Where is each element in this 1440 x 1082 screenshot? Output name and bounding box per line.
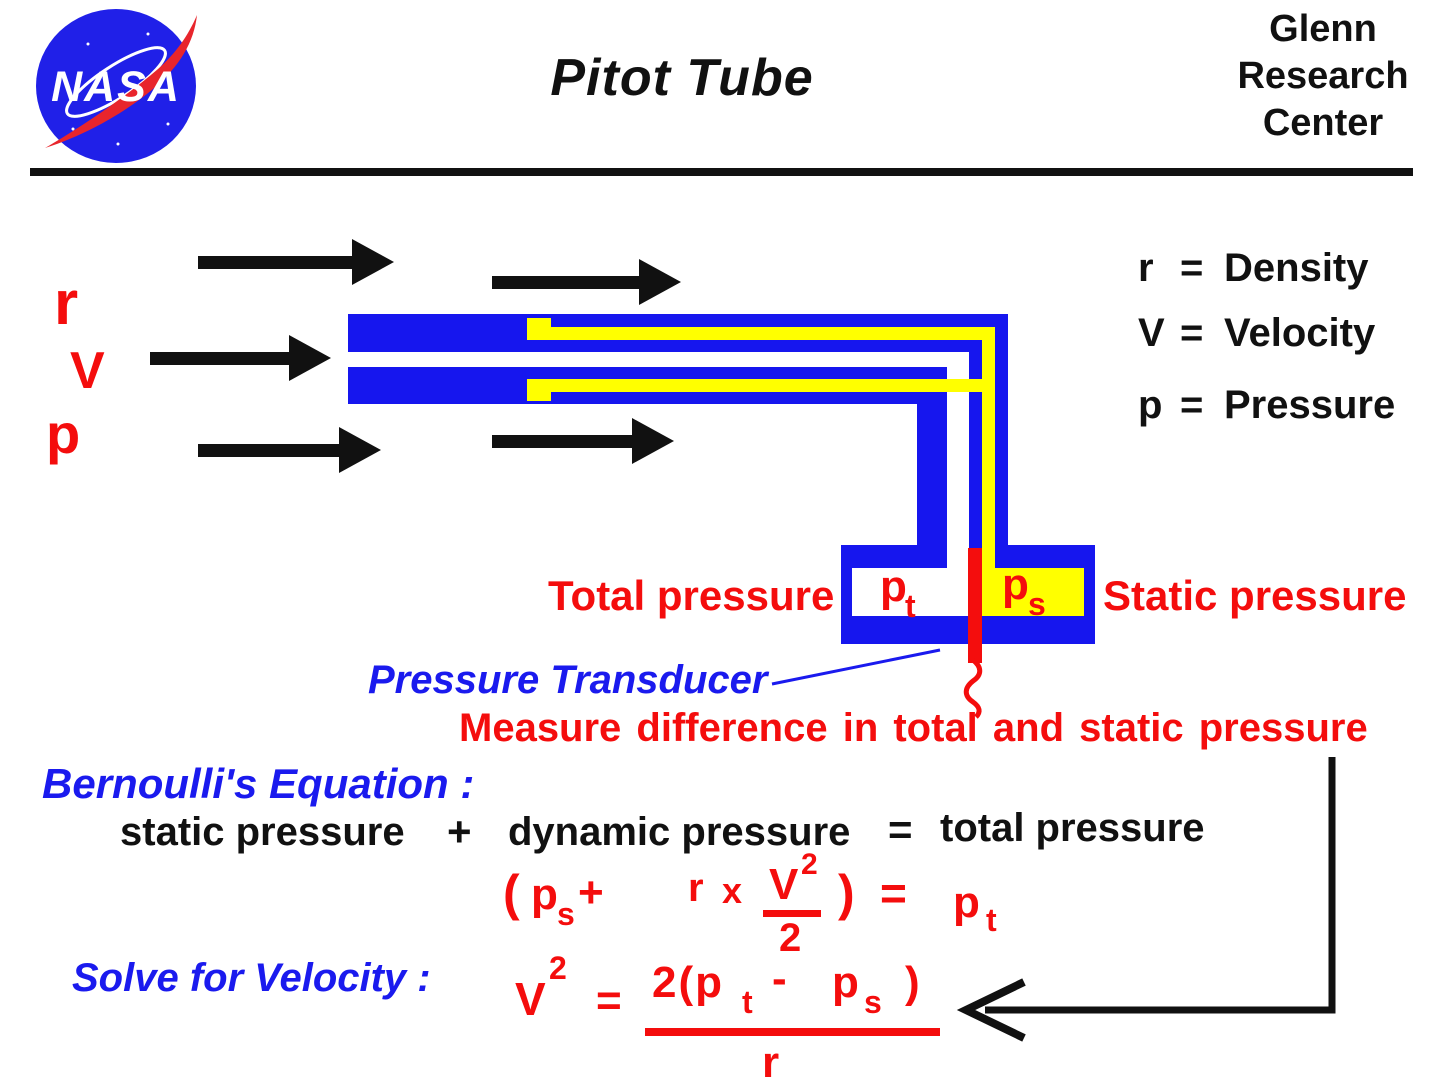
total-pressure-channel: [947, 545, 969, 568]
flow-arrow: [492, 418, 674, 464]
legend-name: Density: [1224, 246, 1369, 290]
ps-label: p: [1002, 560, 1029, 609]
arrow-head-icon: [289, 335, 331, 381]
static-line-column: [982, 327, 995, 568]
eq-ps-sub: s: [557, 896, 575, 932]
flow-arrow: [198, 239, 394, 285]
eq-lparen: (: [503, 865, 520, 921]
legend-name: Pressure: [1224, 383, 1396, 427]
word-eq-total: total pressure: [940, 806, 1205, 850]
nasa-logo: NASA: [36, 9, 197, 163]
eq-times: x: [722, 870, 743, 911]
arrow-head-icon: [639, 259, 681, 305]
pt-label-sub: t: [905, 588, 916, 624]
eq-plus: +: [578, 868, 604, 917]
eq-ps-base: p: [531, 870, 558, 919]
equals-sign: =: [1180, 383, 1204, 427]
flow-arrow: [198, 427, 381, 473]
solve-minus: -: [772, 954, 787, 1003]
flow-symbol-density: r: [54, 269, 79, 338]
legend-item-velocity: V = Velocity: [1138, 311, 1375, 356]
transducer-pointer-line: [771, 648, 941, 686]
solve-v-sup: 2: [549, 950, 567, 986]
eq-v: V: [769, 860, 799, 909]
tube-inner-column: [969, 352, 982, 548]
legend-item-pressure: p = Pressure: [1138, 383, 1395, 428]
arrow-head-icon: [632, 418, 674, 464]
arrow-head-icon: [339, 427, 381, 473]
legend-symbol: p: [1138, 383, 1163, 427]
tube-outer-column: [995, 314, 1008, 570]
legend-name: Velocity: [1224, 311, 1376, 355]
total-pressure-label: Total pressure: [548, 572, 835, 619]
word-eq-dynamic: dynamic pressure: [508, 810, 851, 854]
solve-num-sub-s: s: [864, 984, 882, 1020]
equals-sign: =: [1180, 311, 1204, 355]
nasa-logo-orbit-icon: [65, 46, 167, 118]
flow-symbol-velocity: V: [70, 342, 105, 400]
static-pressure-chamber: [982, 568, 1084, 616]
measure-note: Measure difference in total and static p…: [459, 706, 1368, 750]
header-divider: [30, 168, 1413, 176]
eq-equals: =: [880, 867, 907, 919]
solve-heading: Solve for Velocity :: [72, 956, 431, 1000]
tube-left-column: [917, 404, 947, 570]
org-line-2: Research: [1237, 55, 1409, 97]
word-eq-static: static pressure: [120, 810, 405, 854]
org-name: Glenn Research Center: [1203, 6, 1440, 147]
total-pressure-chamber: [852, 568, 968, 616]
org-line-1: Glenn: [1269, 8, 1377, 50]
equals-sign: =: [1180, 246, 1204, 290]
eq-pt-sub: t: [986, 902, 997, 938]
eq-fraction-bar: [763, 910, 821, 917]
word-eq-equals: =: [888, 806, 913, 853]
eq-pt-base: p: [953, 878, 980, 927]
ps-label-sub: s: [1028, 586, 1046, 622]
solve-denominator-r: r: [762, 1038, 780, 1082]
pressure-transducer-bar: [968, 548, 982, 663]
pressure-transducer-label: Pressure Transducer: [368, 658, 768, 702]
word-eq-plus: +: [447, 808, 472, 855]
legend-symbol: V: [1138, 311, 1165, 355]
feedback-line: [985, 757, 1336, 1014]
eq-denominator-2: 2: [779, 916, 802, 960]
org-line-3: Center: [1262, 102, 1384, 144]
eq-rho: r: [688, 866, 704, 910]
solve-num-p2: p: [832, 958, 859, 1007]
flow-arrow: [150, 335, 331, 381]
solve-fraction-bar: [645, 1028, 940, 1036]
flow-arrow: [492, 259, 681, 305]
page-title: Pitot Tube: [550, 49, 814, 107]
pt-label: p: [880, 562, 907, 611]
flow-symbol-pressure: p: [46, 402, 81, 465]
feedback-arrowhead-icon: [956, 978, 1026, 1042]
static-line-lower: [527, 379, 995, 392]
solve-equals: =: [596, 976, 622, 1025]
solve-num-sub-t: t: [742, 984, 753, 1020]
eq-rparen: ): [838, 865, 855, 921]
legend-item-density: r = Density: [1138, 246, 1369, 291]
arrow-head-icon: [352, 239, 394, 285]
solve-num-close: ): [905, 958, 920, 1007]
eq-v-sup: 2: [801, 848, 818, 881]
static-pressure-label: Static pressure: [1103, 572, 1407, 619]
nasa-logo-text: NASA: [51, 63, 181, 111]
solve-num-open: 2(p: [652, 958, 724, 1007]
bernoulli-heading: Bernoulli's Equation :: [42, 760, 475, 807]
solve-v: V: [515, 973, 546, 1025]
static-line-upper: [527, 327, 995, 340]
legend-symbol: r: [1138, 246, 1154, 290]
